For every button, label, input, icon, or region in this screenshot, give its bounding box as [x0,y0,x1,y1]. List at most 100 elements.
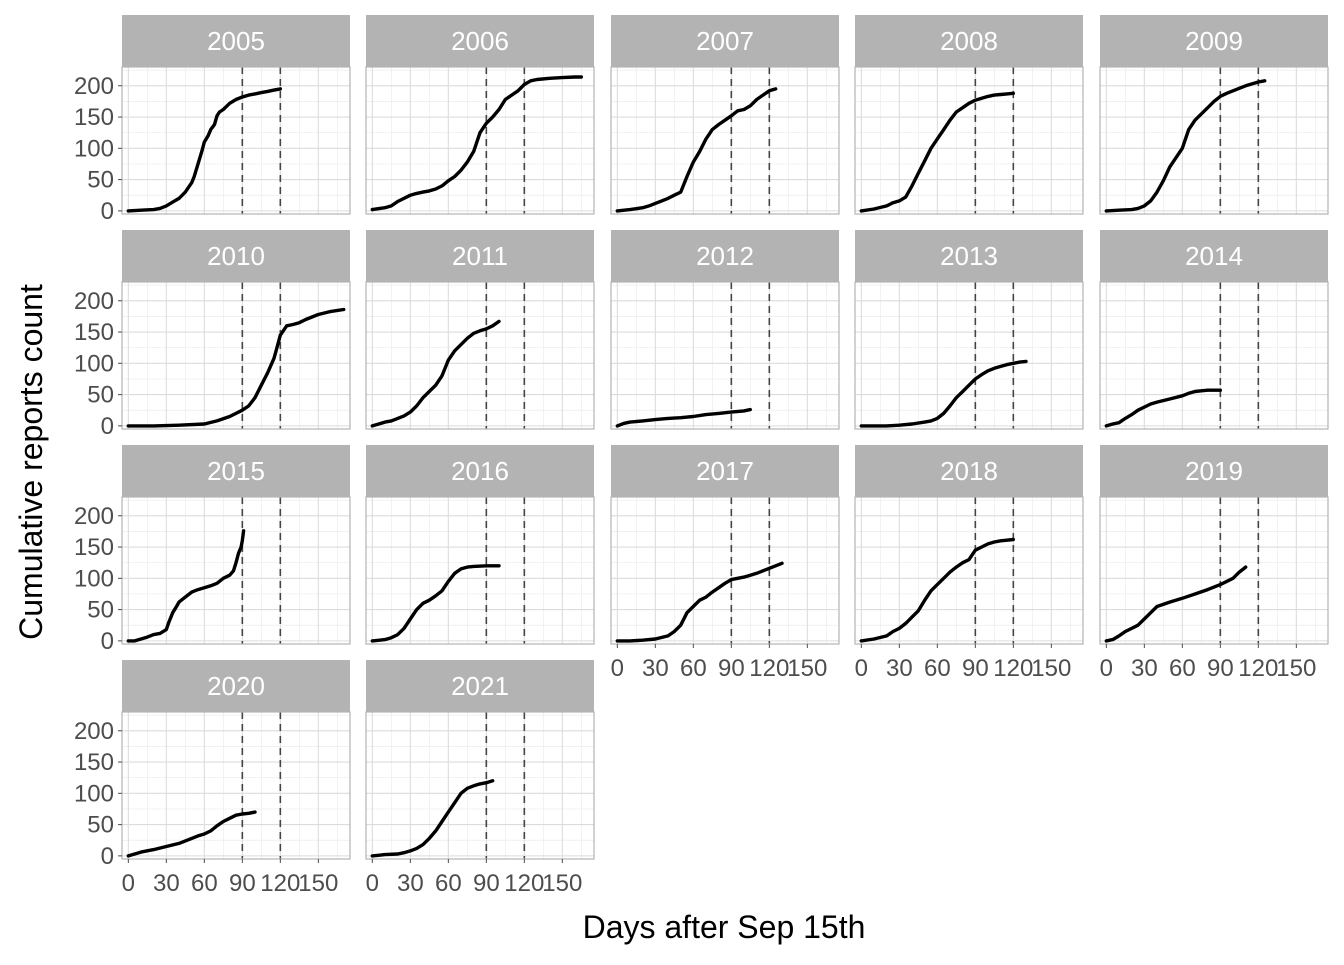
y-tick-label: 50 [87,597,114,624]
series-line-2007 [615,87,778,213]
x-tick-label: 30 [153,870,180,897]
strip-2016 [366,445,594,497]
x-tick-label: 90 [473,870,500,897]
y-tick-label: 50 [87,382,114,409]
y-tick-label: 0 [101,843,114,870]
x-tick-label: 90 [718,655,745,682]
strip-label-2007: 2007 [696,26,754,56]
y-tick-label: 0 [101,628,114,655]
y-tick-label: 100 [74,350,114,377]
strip-2020 [122,660,350,712]
series-line-2009 [1104,79,1267,213]
x-tick-label: 30 [642,655,669,682]
strip-label-2009: 2009 [1185,26,1243,56]
strip-2021 [366,660,594,712]
grid-2018 [855,497,1083,644]
series-line-2006 [370,75,583,212]
strip-label-2015: 2015 [207,456,265,486]
strip-label-2012: 2012 [696,241,754,271]
panel-2008: 2008 [854,15,1084,215]
grid-2021 [366,712,594,859]
strip-2015 [122,445,350,497]
panel-2016: 2016 [365,445,595,645]
x-tick-label: 150 [542,870,582,897]
panel-border-2005 [121,66,351,215]
grid-2005 [122,67,350,214]
panel-border-2006 [365,66,595,215]
y-tick-label: 200 [74,718,114,745]
panel-border-2014 [1099,281,1329,430]
strip-label-2010: 2010 [207,241,265,271]
strip-2019 [1100,445,1328,497]
panel-border-2012 [610,281,840,430]
x-tick-label: 0 [855,655,868,682]
y-tick-label: 200 [74,503,114,530]
y-tick-label: 0 [101,198,114,225]
strip-2007 [611,15,839,67]
x-tick-label: 30 [886,655,913,682]
x-tick-label: 0 [366,870,379,897]
series-line-2015 [126,529,246,643]
series-line-2008 [859,91,1015,213]
panel-border-2017 [610,496,840,645]
panel-2005: 2005 0 50 100 150 200 [74,15,351,225]
x-tick-label: 120 [1238,655,1278,682]
x-tick-label: 150 [787,655,827,682]
grid-2012 [611,282,839,429]
x-tick-label: 120 [260,870,300,897]
y-tick-label: 150 [74,104,114,131]
x-tick-label: 120 [749,655,789,682]
strip-label-2018: 2018 [940,456,998,486]
series-line-2021 [370,779,495,858]
strip-label-2013: 2013 [940,241,998,271]
panel-border-2011 [365,281,595,430]
panel-2013: 2013 [854,230,1084,430]
panel-border-2016 [365,496,595,645]
strip-2014 [1100,230,1328,282]
x-tick-label: 120 [993,655,1033,682]
strip-2011 [366,230,594,282]
strip-label-2005: 2005 [207,26,265,56]
x-tick-label: 60 [435,870,462,897]
panel-2006: 2006 [365,15,595,215]
grid-2013 [855,282,1083,429]
panel-border-2019 [1099,496,1329,645]
y-tick-label: 100 [74,565,114,592]
x-tick-label: 90 [962,655,989,682]
grid-2020 [122,712,350,859]
series-line-2018 [859,537,1015,643]
y-tick-label: 50 [87,812,114,839]
y-axis-title: Cumulative reports count [13,284,49,640]
y-tick-label: 0 [101,413,114,440]
y-tick-label: 200 [74,288,114,315]
x-tick-label: 60 [680,655,707,682]
grid-2007 [611,67,839,214]
series-line-2011 [370,319,501,428]
x-tick-label: 30 [1131,655,1158,682]
y-tick-label: 150 [74,749,114,776]
strip-2009 [1100,15,1328,67]
panel-2012: 2012 [610,230,840,430]
panel-border-2009 [1099,66,1329,215]
strip-label-2014: 2014 [1185,241,1243,271]
panel-border-2021 [365,711,595,860]
grid-2006 [366,67,594,214]
y-tick-label: 100 [74,135,114,162]
series-line-2017 [615,561,784,643]
strip-2006 [366,15,594,67]
strip-label-2008: 2008 [940,26,998,56]
panel-2010: 2010 0 50 100 150 200 [74,230,351,440]
panel-border-2008 [854,66,1084,215]
panel-2007: 2007 [610,15,840,215]
series-line-2016 [370,564,501,643]
x-tick-label: 60 [1169,655,1196,682]
strip-2017 [611,445,839,497]
panel-2015: 2015 0 50 100 150 200 [74,445,351,655]
series-line-2012 [615,407,752,428]
strip-2005 [122,15,350,67]
